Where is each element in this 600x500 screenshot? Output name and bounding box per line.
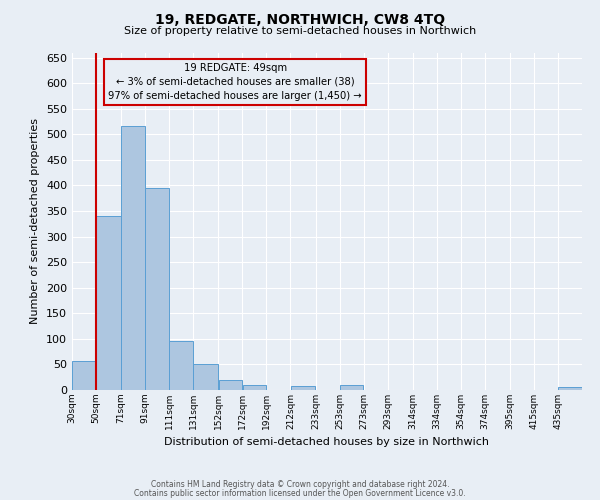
Bar [193,364,218,390]
Bar [169,342,193,390]
Y-axis label: Number of semi-detached properties: Number of semi-detached properties [31,118,40,324]
Bar [242,385,266,390]
Bar [218,380,242,390]
Bar [72,361,96,390]
Text: Contains HM Land Registry data © Crown copyright and database right 2024.: Contains HM Land Registry data © Crown c… [151,480,449,489]
Text: Contains public sector information licensed under the Open Government Licence v3: Contains public sector information licen… [134,489,466,498]
Bar [145,188,169,390]
X-axis label: Distribution of semi-detached houses by size in Northwich: Distribution of semi-detached houses by … [164,438,490,448]
Bar [121,126,145,390]
Bar [340,385,364,390]
Bar [558,388,582,390]
Text: 19 REDGATE: 49sqm
← 3% of semi-detached houses are smaller (38)
97% of semi-deta: 19 REDGATE: 49sqm ← 3% of semi-detached … [109,62,362,100]
Text: Size of property relative to semi-detached houses in Northwich: Size of property relative to semi-detach… [124,26,476,36]
Text: 19, REDGATE, NORTHWICH, CW8 4TQ: 19, REDGATE, NORTHWICH, CW8 4TQ [155,12,445,26]
Bar [290,386,316,390]
Bar [96,216,121,390]
Title: 19, REDGATE, NORTHWICH, CW8 4TQ
Size of property relative to semi-detached house: 19, REDGATE, NORTHWICH, CW8 4TQ Size of … [0,499,1,500]
